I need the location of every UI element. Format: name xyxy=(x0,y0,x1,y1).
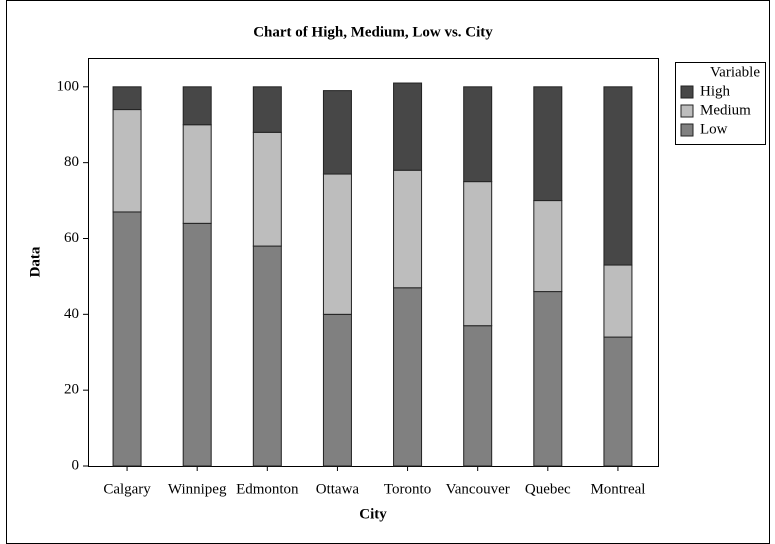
legend-label: Low xyxy=(700,121,728,137)
plot-area xyxy=(88,58,659,467)
y-tick-label: 0 xyxy=(72,457,80,473)
x-tick-label: Montreal xyxy=(590,481,645,497)
bar-segment xyxy=(182,86,212,126)
bar-segment xyxy=(533,291,563,467)
bar-segment xyxy=(393,169,423,289)
x-tick-label: Winnipeg xyxy=(168,481,227,497)
bar-segment xyxy=(393,287,423,467)
bar-segment xyxy=(112,109,142,213)
bar-segment xyxy=(463,86,493,183)
bar-segment xyxy=(322,90,352,175)
bar-segment xyxy=(603,264,633,338)
bar-segment xyxy=(112,86,142,111)
bar-segment xyxy=(322,313,352,467)
bar-segment xyxy=(182,222,212,467)
x-tick-label: Ottawa xyxy=(316,481,360,497)
chart-title: Chart of High, Medium, Low vs. City xyxy=(253,24,493,40)
y-tick-label: 20 xyxy=(64,382,79,398)
x-tick-label: Edmonton xyxy=(236,481,299,497)
y-tick-label: 60 xyxy=(64,230,79,246)
legend-label: Medium xyxy=(700,102,751,118)
x-axis-label: City xyxy=(359,506,387,522)
bar-segment xyxy=(533,200,563,293)
bar-segment xyxy=(393,82,423,171)
bar-segment xyxy=(603,86,633,266)
y-tick-label: 80 xyxy=(64,154,79,170)
bar-segment xyxy=(252,245,282,467)
y-axis-label: Data xyxy=(27,246,43,277)
bar-segment xyxy=(322,173,352,315)
bar-segment xyxy=(463,325,493,467)
bar-segment xyxy=(603,336,633,467)
bar-segment xyxy=(252,131,282,247)
bar-segment xyxy=(112,211,142,467)
x-tick-label: Toronto xyxy=(384,481,431,497)
y-tick-label: 40 xyxy=(64,306,79,322)
legend-swatch xyxy=(680,85,694,99)
legend-title: Variable xyxy=(710,64,760,80)
legend-label: High xyxy=(700,83,731,99)
x-tick-label: Calgary xyxy=(103,481,151,497)
legend-swatch xyxy=(680,123,694,137)
legend-swatch xyxy=(680,104,694,118)
bar-segment xyxy=(252,86,282,133)
bar-segment xyxy=(182,124,212,224)
y-tick-label: 100 xyxy=(57,78,80,94)
x-tick-label: Quebec xyxy=(525,481,571,497)
bar-segment xyxy=(533,86,563,202)
bar-segment xyxy=(463,181,493,327)
x-tick-label: Vancouver xyxy=(446,481,510,497)
